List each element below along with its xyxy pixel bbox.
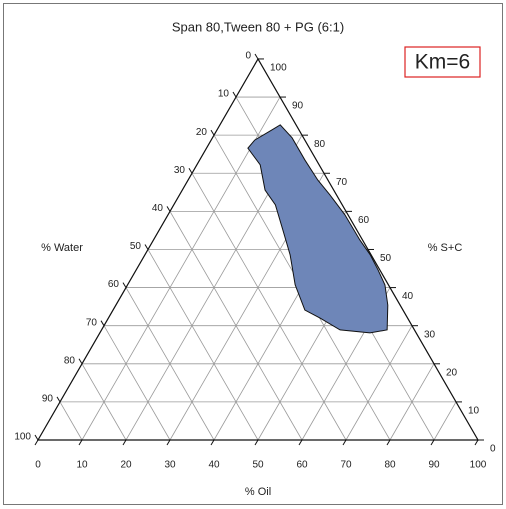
sc-tick-label: 100: [270, 63, 287, 74]
tick-mark: [34, 439, 39, 446]
chart-title: Span 80,Tween 80 + PG (6:1): [172, 19, 344, 34]
oil-tick-label: 20: [120, 460, 132, 471]
tick-mark: [188, 168, 193, 174]
grid-line: [433, 401, 457, 441]
tick-mark: [34, 434, 39, 441]
sc-tick-label: 90: [292, 101, 304, 112]
water-tick-label: 0: [245, 51, 251, 62]
grid-line: [169, 211, 303, 441]
tick-mark: [100, 320, 105, 326]
water-tick-label: 100: [14, 432, 31, 443]
oil-tick-label: 40: [208, 460, 220, 471]
tick-mark: [78, 358, 83, 365]
tick-mark: [122, 439, 127, 446]
frame: [3, 3, 503, 505]
grid-line: [59, 401, 83, 441]
oil-tick-label: 80: [384, 460, 396, 471]
oil-tick-label: 10: [76, 460, 88, 471]
phase-region: [247, 124, 389, 334]
oil-tick-label: 30: [164, 460, 176, 471]
water-tick-label: 20: [196, 127, 208, 138]
axis-label: % Water: [41, 242, 83, 254]
water-tick-label: 50: [130, 241, 142, 252]
grid-line: [125, 287, 215, 441]
tick-mark: [342, 439, 347, 446]
tick-mark: [298, 439, 303, 446]
oil-tick-label: 50: [252, 460, 264, 471]
tick-mark: [254, 53, 259, 60]
sc-tick-label: 80: [314, 139, 326, 150]
tick-mark: [122, 282, 127, 288]
annotation: Km=6: [415, 51, 470, 74]
water-tick-label: 10: [218, 89, 230, 100]
oil-tick-label: 60: [296, 460, 308, 471]
sc-tick-label: 20: [446, 367, 458, 378]
sc-tick-label: 0: [490, 444, 496, 455]
tick-mark: [254, 439, 259, 446]
grid-line: [103, 325, 171, 441]
water-tick-label: 70: [86, 317, 98, 328]
grid-line: [81, 363, 127, 441]
grid-line: [147, 249, 259, 441]
tick-mark: [386, 439, 391, 446]
oil-tick-label: 90: [428, 460, 440, 471]
water-tick-label: 30: [174, 165, 186, 176]
tick-mark: [232, 91, 237, 98]
grid-line: [81, 96, 281, 441]
sc-tick-label: 70: [336, 177, 348, 188]
tick-mark: [56, 396, 61, 403]
sc-tick-label: 40: [402, 291, 414, 302]
tick-mark: [430, 439, 435, 446]
axis-label: % Oil: [245, 486, 271, 498]
grid-line: [345, 325, 413, 441]
oil-tick-label: 70: [340, 460, 352, 471]
water-tick-label: 40: [152, 203, 164, 214]
sc-tick-label: 50: [380, 253, 392, 264]
axis-label: % S+C: [428, 242, 463, 254]
tick-mark: [210, 439, 215, 446]
water-tick-label: 90: [42, 394, 54, 405]
annotation-box: [404, 46, 481, 78]
water-tick-label: 80: [64, 355, 76, 366]
water-tick-label: 60: [108, 279, 120, 290]
tick-mark: [144, 244, 149, 250]
sc-tick-label: 60: [358, 215, 370, 226]
sc-tick-label: 10: [468, 406, 480, 417]
tick-mark: [166, 206, 171, 212]
sc-tick-label: 30: [424, 329, 436, 340]
tick-mark: [166, 439, 171, 446]
tick-mark: [78, 439, 83, 446]
grid-line: [191, 173, 347, 441]
oil-tick-label: 100: [470, 460, 487, 471]
tick-mark: [210, 129, 215, 136]
oil-tick-label: 0: [35, 460, 41, 471]
tick-mark: [474, 439, 479, 446]
